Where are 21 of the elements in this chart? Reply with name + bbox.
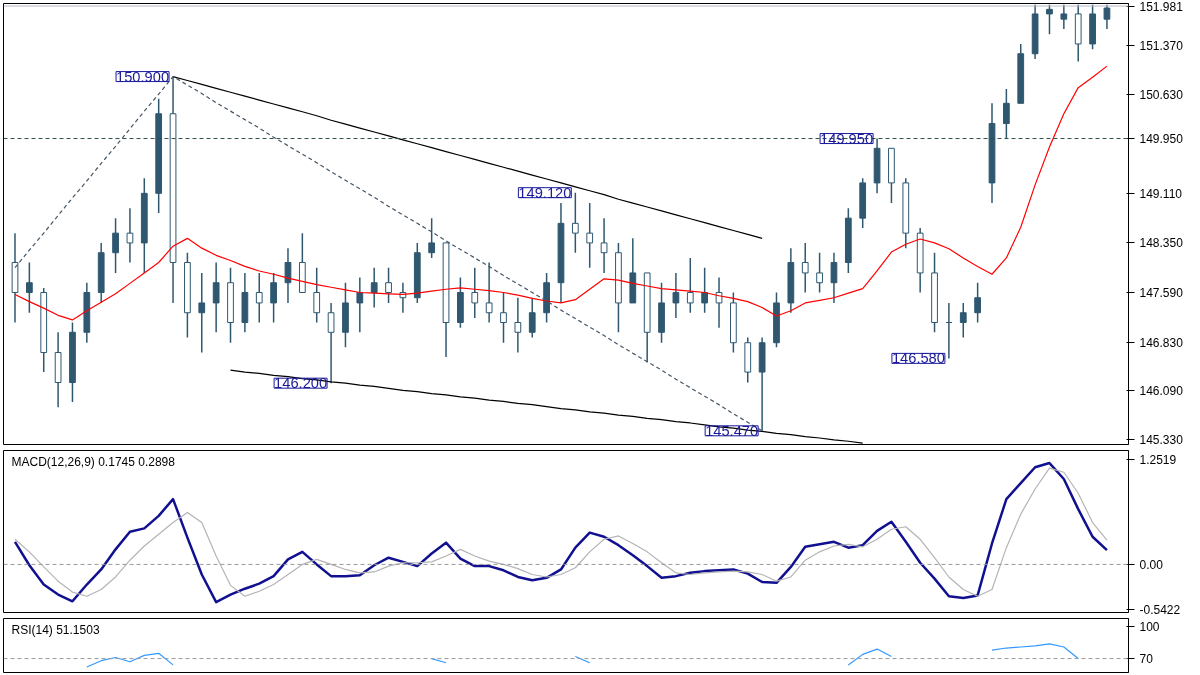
ref-line-label: 151.981: [1139, 0, 1184, 14]
y-tick-label: 149.110: [1139, 186, 1183, 201]
y-tick-label: 70: [1139, 652, 1154, 667]
y-tick-label: 146.830: [1139, 335, 1184, 350]
y-tick-label: 100: [1139, 620, 1160, 635]
y-tick-label: 1.2519: [1139, 453, 1177, 468]
annotation: 149.950: [820, 130, 874, 147]
annotation: 149.120: [518, 184, 572, 201]
annotation: 146.200: [274, 375, 328, 392]
y-tick-label: 0.00: [1139, 557, 1164, 572]
y-tick-label: 146.090: [1139, 383, 1184, 398]
ref-line-label: 149.950: [1139, 132, 1184, 147]
y-tick-label: 151.370: [1139, 39, 1184, 54]
annotation: 150.900: [116, 68, 170, 85]
y-tick-label: 147.590: [1139, 286, 1184, 300]
y-tick-label: -0.5422: [1139, 603, 1181, 618]
chart-title: MACD(12,26,9) 0.1745 0.2898: [11, 454, 176, 469]
y-tick-label: 148.350: [1139, 236, 1184, 251]
chart-title: RSI(14) 51.1503: [11, 622, 100, 637]
y-tick-label: 145.330: [1139, 433, 1184, 448]
y-tick-label: 150.630: [1139, 87, 1184, 102]
